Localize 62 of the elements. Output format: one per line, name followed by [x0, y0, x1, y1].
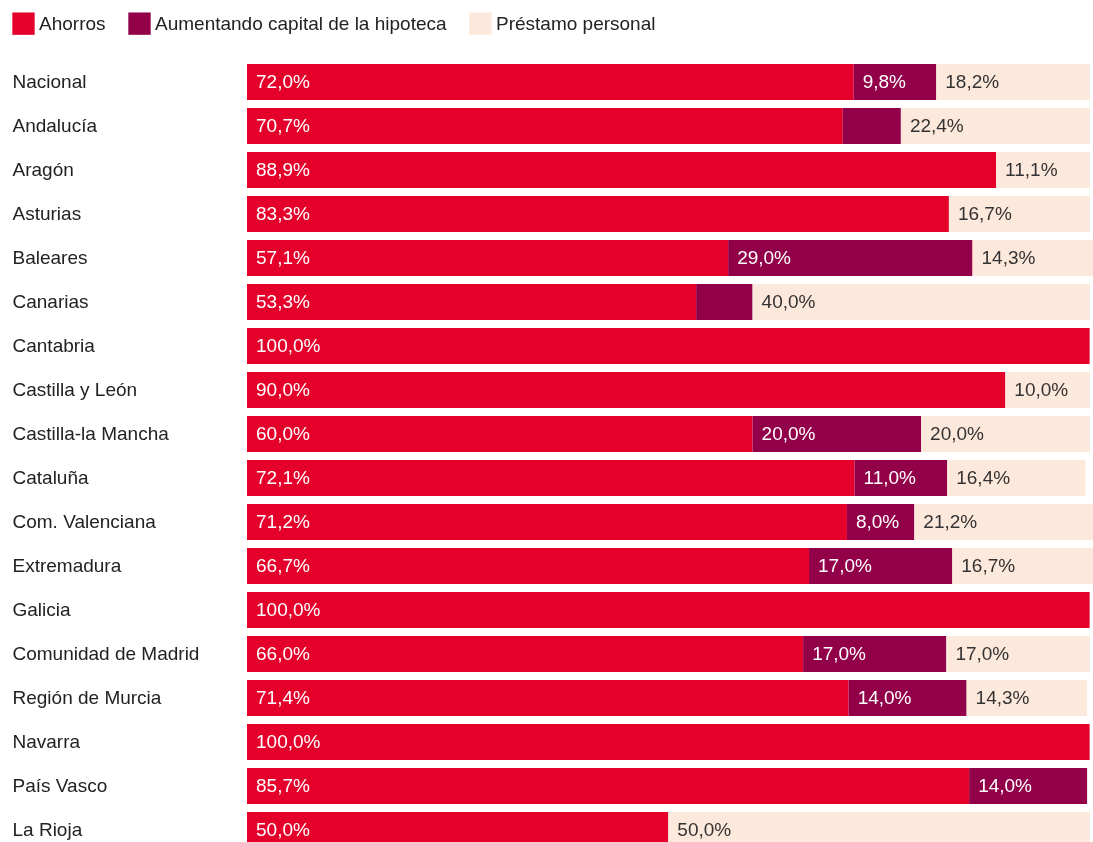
data-label: 85,7% — [256, 775, 310, 796]
data-label: 17,0% — [812, 643, 867, 664]
y-tick-label: Comunidad de Madrid — [12, 643, 200, 664]
y-tick-label: La Rioja — [12, 819, 83, 840]
y-tick-label: Asturias — [12, 203, 82, 224]
data-label: 14,0% — [978, 775, 1033, 796]
data-label: 88,9% — [256, 159, 310, 180]
data-label: 14,0% — [857, 687, 912, 708]
data-label: 17,0% — [955, 643, 1010, 664]
data-label: 71,4% — [256, 687, 310, 708]
data-label: 16,4% — [956, 467, 1011, 488]
data-label: 16,7% — [957, 203, 1012, 224]
y-tick-label: Extremadura — [12, 555, 122, 576]
y-tick-label: Castilla y León — [12, 379, 138, 400]
y-tick-label: Castilla-la Mancha — [12, 423, 170, 444]
data-label: 18,2% — [945, 71, 1000, 92]
y-tick-label: Navarra — [12, 731, 81, 752]
data-label: 57,1% — [256, 247, 310, 268]
data-label: 90,0% — [256, 379, 310, 400]
data-label: 100,0% — [256, 335, 321, 356]
legend-label: Préstamo personal — [496, 12, 656, 34]
data-label: 100,0% — [256, 599, 321, 620]
data-label: 72,0% — [256, 71, 310, 92]
y-tick-label: Cataluña — [12, 467, 89, 488]
data-label: 72,1% — [256, 467, 310, 488]
data-label: 66,0% — [256, 643, 310, 664]
y-tick-label: País Vasco — [12, 775, 108, 796]
data-label: 10,0% — [1014, 379, 1069, 400]
data-label: 20,0% — [761, 423, 816, 444]
data-label: 50,0% — [677, 819, 732, 840]
legend-label: Ahorros — [39, 12, 106, 34]
data-label: 16,7% — [961, 555, 1016, 576]
y-tick-label: Canarias — [12, 291, 89, 312]
y-tick-label: Com. Valenciana — [12, 511, 157, 532]
y-tick-label: Nacional — [12, 71, 87, 92]
data-label: 70,7% — [256, 115, 310, 136]
data-label: 71,2% — [256, 511, 310, 532]
data-label: 14,3% — [981, 247, 1036, 268]
data-label: 9,8% — [862, 71, 907, 92]
y-tick-label: Andalucía — [12, 115, 98, 136]
data-label: 14,3% — [975, 687, 1030, 708]
y-tick-label: Región de Murcia — [12, 687, 162, 708]
y-tick-label: Aragón — [12, 159, 74, 180]
y-tick-label: Cantabria — [12, 335, 96, 356]
legend-label: Aumentando capital de la hipoteca — [155, 12, 447, 34]
data-label: 66,7% — [256, 555, 310, 576]
data-label: 8,0% — [855, 511, 900, 532]
data-label: 21,2% — [923, 511, 978, 532]
data-label: 53,3% — [256, 291, 310, 312]
data-label: 22,4% — [909, 115, 964, 136]
data-label: 50,0% — [256, 819, 310, 840]
data-label: 11,1% — [1005, 159, 1058, 180]
data-label: 29,0% — [737, 247, 792, 268]
data-label: 11,0% — [863, 467, 917, 488]
data-label: 40,0% — [761, 291, 816, 312]
data-label: 100,0% — [256, 731, 321, 752]
data-label: 17,0% — [818, 555, 873, 576]
y-tick-label: Baleares — [12, 247, 88, 268]
data-label: 20,0% — [930, 423, 985, 444]
data-label: 60,0% — [256, 423, 310, 444]
data-label: 83,3% — [256, 203, 310, 224]
y-tick-label: Galicia — [12, 599, 72, 620]
